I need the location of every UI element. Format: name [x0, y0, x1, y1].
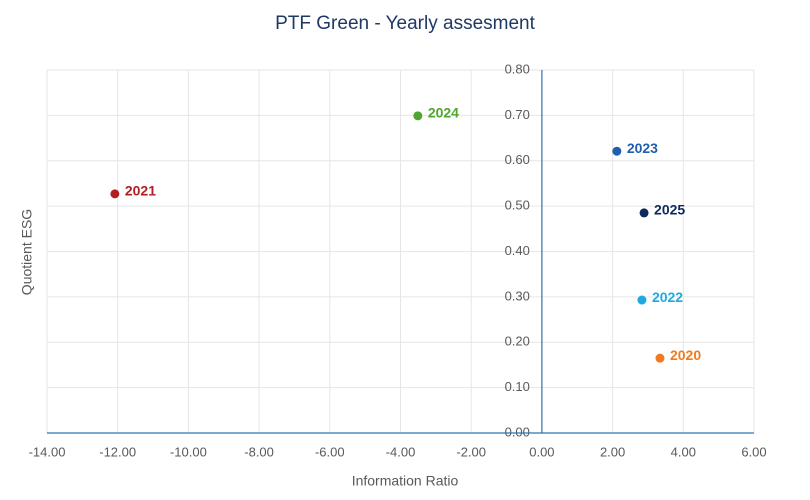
point — [612, 146, 622, 156]
x-tick-label: -6.00 — [315, 444, 345, 459]
point-label: 2020 — [670, 347, 701, 363]
point — [655, 353, 665, 363]
x-axis-label: Information Ratio — [352, 473, 459, 489]
point-label: 2023 — [627, 140, 658, 156]
point-label: 2024 — [428, 105, 459, 121]
x-tick-label: 6.00 — [741, 444, 766, 459]
x-tick-label: 0.00 — [529, 444, 554, 459]
x-tick-label: -2.00 — [456, 444, 486, 459]
point-label: 2022 — [652, 289, 683, 305]
y-tick-label: 0.00 — [505, 424, 530, 439]
point-label: 2025 — [654, 202, 685, 218]
point — [110, 189, 120, 199]
y-axis-label: Quotient ESG — [19, 209, 35, 295]
y-tick-label: 0.70 — [505, 107, 530, 122]
point — [639, 208, 649, 218]
y-tick-label: 0.20 — [505, 334, 530, 349]
y-tick-label: 0.40 — [505, 243, 530, 258]
x-tick-label: 2.00 — [600, 444, 625, 459]
point-label: 2021 — [125, 183, 156, 199]
point — [413, 111, 423, 121]
y-tick-label: 0.10 — [505, 379, 530, 394]
x-tick-label: -4.00 — [386, 444, 416, 459]
point — [637, 295, 647, 305]
y-tick-label: 0.30 — [505, 288, 530, 303]
y-tick-label: 0.60 — [505, 152, 530, 167]
x-tick-label: -12.00 — [99, 444, 136, 459]
y-tick-label: 0.50 — [505, 198, 530, 213]
x-tick-label: 4.00 — [671, 444, 696, 459]
x-tick-label: -8.00 — [244, 444, 274, 459]
y-tick-label: 0.80 — [505, 61, 530, 76]
x-tick-label: -14.00 — [29, 444, 66, 459]
x-tick-label: -10.00 — [170, 444, 207, 459]
chart-title: PTF Green - Yearly assesment — [275, 13, 535, 34]
